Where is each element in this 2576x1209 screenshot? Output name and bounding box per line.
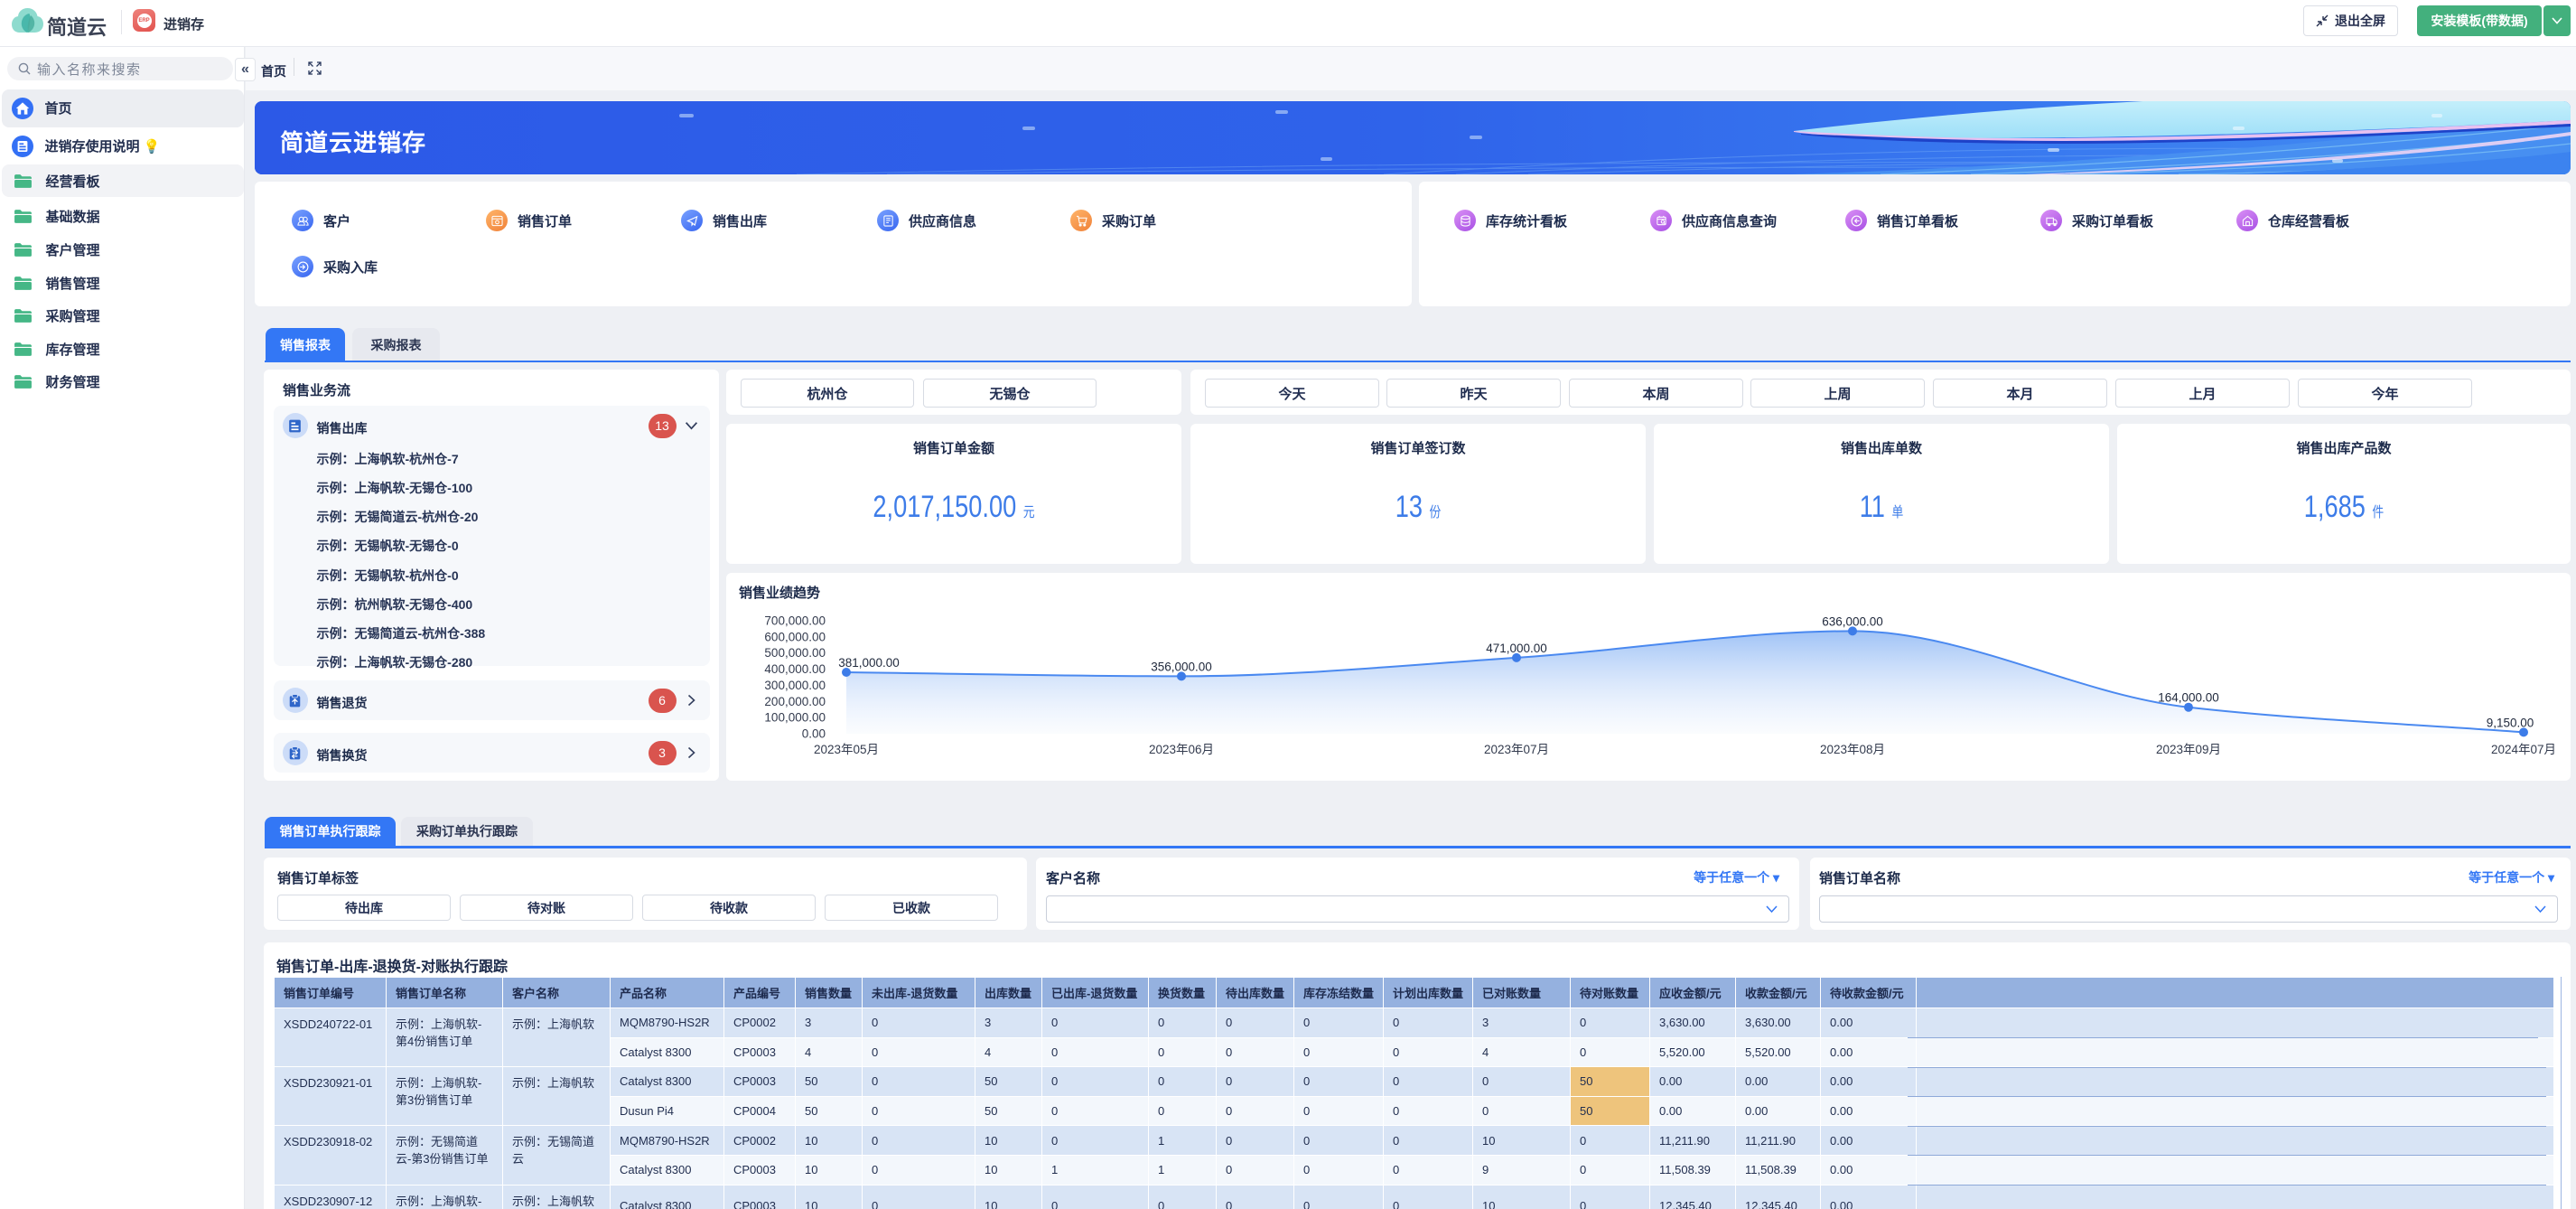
svg-text:2023年07月: 2023年07月 [1484, 743, 1549, 756]
svg-text:2024年07月: 2024年07月 [2491, 743, 2556, 756]
svg-text:471,000.00: 471,000.00 [1486, 642, 1547, 655]
svg-text:100,000.00: 100,000.00 [764, 711, 826, 725]
svg-text:2023年06月: 2023年06月 [1149, 743, 1214, 756]
svg-text:2023年09月: 2023年09月 [2156, 743, 2221, 756]
svg-text:700,000.00: 700,000.00 [764, 614, 826, 628]
svg-text:381,000.00: 381,000.00 [838, 656, 900, 670]
svg-text:636,000.00: 636,000.00 [1822, 614, 1883, 628]
svg-text:600,000.00: 600,000.00 [764, 630, 826, 643]
svg-text:300,000.00: 300,000.00 [764, 679, 826, 692]
svg-text:2023年05月: 2023年05月 [814, 743, 879, 756]
svg-text:200,000.00: 200,000.00 [764, 695, 826, 708]
svg-text:0.00: 0.00 [802, 727, 826, 741]
svg-text:2023年08月: 2023年08月 [1820, 743, 1885, 756]
svg-text:9,150.00: 9,150.00 [2487, 716, 2534, 729]
svg-text:356,000.00: 356,000.00 [1151, 660, 1212, 673]
svg-text:400,000.00: 400,000.00 [764, 662, 826, 676]
svg-text:500,000.00: 500,000.00 [764, 646, 826, 660]
svg-text:164,000.00: 164,000.00 [2158, 691, 2219, 705]
